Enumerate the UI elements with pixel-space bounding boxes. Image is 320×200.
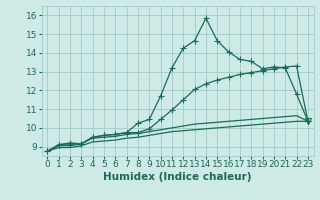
- X-axis label: Humidex (Indice chaleur): Humidex (Indice chaleur): [103, 172, 252, 182]
